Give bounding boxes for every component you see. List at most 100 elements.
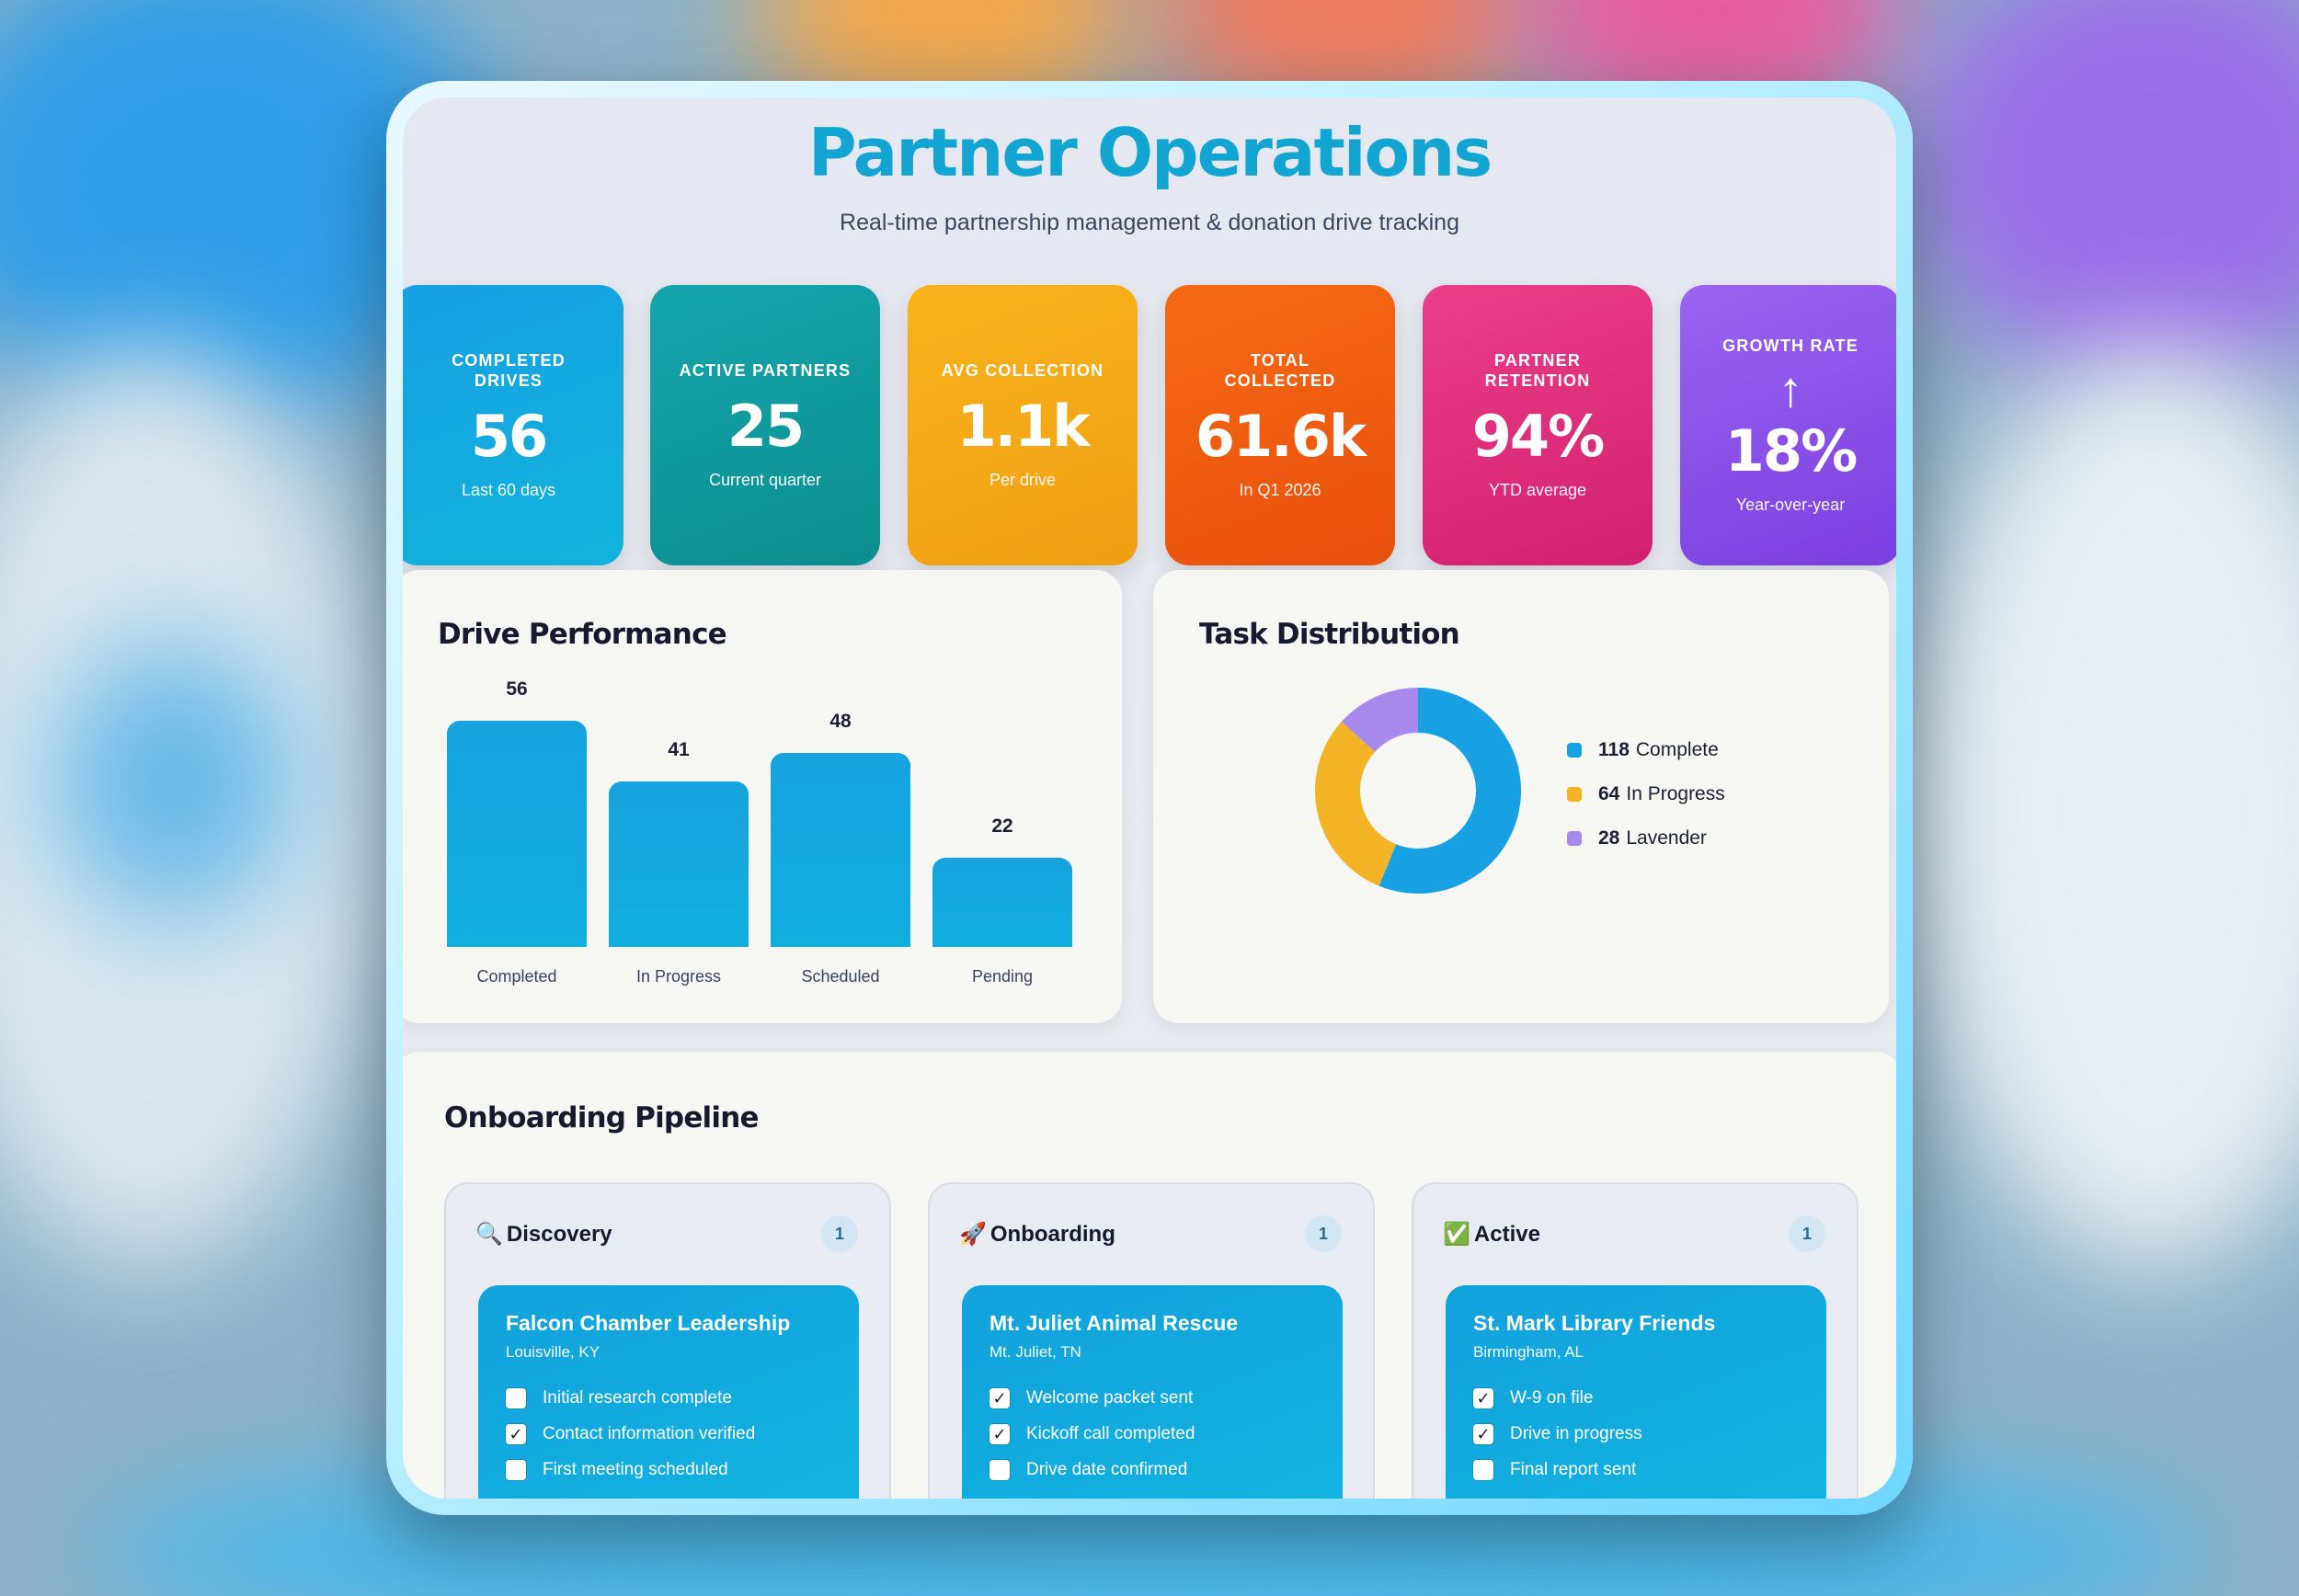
kpi-card-completed-drives[interactable]: COMPLETED DRIVES 56 Last 60 days bbox=[403, 285, 623, 565]
bar-category-label: Completed bbox=[476, 967, 557, 986]
kpi-sub: Last 60 days bbox=[461, 481, 556, 499]
legend-item-lavender: 28 Lavender bbox=[1567, 816, 1725, 861]
kpi-sub: In Q1 2026 bbox=[1239, 481, 1321, 499]
kpi-label: ACTIVE PARTNERS bbox=[679, 361, 852, 380]
column-header: 🔍 Discovery bbox=[475, 1221, 612, 1248]
column-header: ✅ Active bbox=[1443, 1221, 1540, 1248]
bar-value-label: 22 bbox=[991, 815, 1013, 838]
partner-card[interactable]: Mt. Juliet Animal Rescue Mt. Juliet, TN … bbox=[962, 1285, 1343, 1499]
donut-slice-complete bbox=[1378, 688, 1521, 894]
column-title: Active bbox=[1473, 1222, 1540, 1247]
column-title: Onboarding bbox=[989, 1222, 1115, 1247]
kpi-card-total-collected[interactable]: TOTAL COLLECTED 61.6k In Q1 2026 bbox=[1165, 285, 1395, 565]
legend-value: 64 bbox=[1598, 783, 1620, 804]
column-header: 🚀 Onboarding bbox=[959, 1221, 1115, 1248]
checklist-label: Drive in progress bbox=[1510, 1423, 1642, 1443]
kpi-label: COMPLETED DRIVES bbox=[452, 351, 566, 390]
onboarding-pipeline-panel: Onboarding Pipeline 🔍 Discovery 1 Falcon … bbox=[403, 1052, 1896, 1499]
legend-item-in-progress: 64 In Progress bbox=[1567, 772, 1725, 816]
checklist-label: Final report sent bbox=[1510, 1459, 1637, 1479]
bar-value-label: 56 bbox=[506, 678, 528, 700]
page-subtitle: Real-time partnership management & donat… bbox=[840, 210, 1459, 235]
partner-location: Mt. Juliet, TN bbox=[989, 1343, 1081, 1361]
bar-value-label: 48 bbox=[829, 711, 852, 733]
partner-card[interactable]: St. Mark Library Friends Birmingham, AL … bbox=[1446, 1285, 1826, 1499]
column-count-badge: 1 bbox=[1305, 1215, 1342, 1252]
checklist-label: Welcome packet sent bbox=[1026, 1387, 1194, 1408]
checkbox-checked[interactable]: ✓ bbox=[1473, 1387, 1493, 1408]
column-count-badge: 1 bbox=[1789, 1215, 1825, 1252]
legend-swatch bbox=[1567, 831, 1582, 846]
legend-item-complete: 118 Complete bbox=[1567, 728, 1725, 772]
bar-category-label: Scheduled bbox=[801, 967, 880, 986]
checklist-label: Kickoff call completed bbox=[1026, 1423, 1195, 1443]
bar-value-label: 41 bbox=[668, 738, 690, 760]
kpi-value: 18% bbox=[1724, 417, 1858, 484]
checkbox-checked[interactable]: ✓ bbox=[989, 1423, 1010, 1444]
kpi-card-partner-retention[interactable]: PARTNER RETENTION 94% YTD average bbox=[1423, 285, 1653, 565]
checklist-item[interactable]: ✓ Contact information verified bbox=[506, 1416, 831, 1452]
partner-card[interactable]: Falcon Chamber Leadership Louisville, KY… bbox=[478, 1285, 859, 1499]
bar-chart: 56 Completed 41 In Progress 48 Scheduled 22 Pen… bbox=[403, 570, 1122, 1023]
checklist-item[interactable]: Final report sent bbox=[1473, 1452, 1799, 1488]
bar-category-label: In Progress bbox=[635, 967, 722, 986]
column-count-badge: 1 bbox=[821, 1215, 858, 1252]
bar-scheduled bbox=[771, 753, 910, 947]
pipeline-column-discovery: 🔍 Discovery 1 Falcon Chamber Leadership L… bbox=[444, 1182, 891, 1499]
panel-title: Drive Performance bbox=[438, 618, 727, 651]
pipeline-column-active: ✅ Active 1 St. Mark Library Friends Birmi… bbox=[1412, 1182, 1859, 1499]
kpi-label: AVG COLLECTION bbox=[941, 361, 1104, 380]
checklist-label: First meeting scheduled bbox=[543, 1459, 728, 1479]
legend-swatch bbox=[1567, 743, 1582, 758]
checkbox[interactable] bbox=[506, 1387, 526, 1408]
kpi-value: 94% bbox=[1471, 403, 1605, 470]
kpi-sub: Per drive bbox=[989, 471, 1057, 489]
donut-chart bbox=[1315, 688, 1521, 894]
checkbox[interactable] bbox=[506, 1459, 526, 1480]
kpi-row: COMPLETED DRIVES 56 Last 60 days ACTIVE … bbox=[403, 285, 1896, 565]
checklist-item[interactable]: Drive date confirmed bbox=[989, 1452, 1315, 1488]
legend-value: 118 bbox=[1598, 739, 1630, 760]
checklist-item[interactable]: ✓ W-9 on file bbox=[1473, 1380, 1799, 1416]
kpi-label: PARTNER RETENTION bbox=[1484, 351, 1591, 390]
checklist-item[interactable]: ✓ Kickoff call completed bbox=[989, 1416, 1315, 1452]
kpi-value: 56 bbox=[470, 403, 548, 470]
donut-slice-lavender bbox=[1341, 688, 1418, 752]
panel-title: Onboarding Pipeline bbox=[444, 1101, 760, 1134]
kpi-value: 1.1k bbox=[956, 393, 1090, 460]
partner-name: St. Mark Library Friends bbox=[1473, 1311, 1716, 1335]
checklist-item[interactable]: First meeting scheduled bbox=[506, 1452, 831, 1488]
checkbox-checked[interactable]: ✓ bbox=[1473, 1423, 1493, 1444]
kpi-card-active-partners[interactable]: ACTIVE PARTNERS 25 Current quarter bbox=[650, 285, 880, 565]
kpi-value: 61.6k bbox=[1195, 403, 1367, 470]
legend-label: In Progress bbox=[1626, 783, 1725, 804]
kpi-card-avg-collection[interactable]: AVG COLLECTION 1.1k Per drive bbox=[908, 285, 1138, 565]
arrow-up-icon: ↑ bbox=[1778, 362, 1803, 417]
check-mark-icon: ✅ bbox=[1443, 1222, 1470, 1247]
kpi-card-growth-rate[interactable]: GROWTH RATE ↑ 18% Year-over-year bbox=[1680, 285, 1896, 565]
checkbox[interactable] bbox=[1473, 1459, 1493, 1480]
device-frame: Partner Operations Real-time partnership… bbox=[386, 81, 1913, 1515]
checkbox-checked[interactable]: ✓ bbox=[989, 1387, 1010, 1408]
rocket-icon: 🚀 bbox=[959, 1222, 987, 1247]
checkbox[interactable] bbox=[989, 1459, 1010, 1480]
legend-label: Complete bbox=[1635, 739, 1719, 760]
partner-location: Louisville, KY bbox=[506, 1343, 600, 1361]
partner-location: Birmingham, AL bbox=[1473, 1343, 1584, 1361]
panel-title: Task Distribution bbox=[1199, 618, 1460, 651]
kpi-value: 25 bbox=[726, 393, 805, 460]
magnifier-icon: 🔍 bbox=[475, 1222, 503, 1247]
dashboard-screen: Partner Operations Real-time partnership… bbox=[403, 97, 1896, 1499]
checklist-label: Drive date confirmed bbox=[1026, 1459, 1188, 1479]
pipeline-column-onboarding: 🚀 Onboarding 1 Mt. Juliet Animal Rescue M… bbox=[928, 1182, 1375, 1499]
kpi-label: TOTAL COLLECTED bbox=[1224, 351, 1336, 390]
legend-label: Lavender bbox=[1626, 827, 1707, 849]
task-distribution-panel: Task Distribution 118 Complete 64 In Pro… bbox=[1153, 570, 1889, 1023]
checklist-item[interactable]: Initial research complete bbox=[506, 1380, 831, 1416]
checklist-label: W-9 on file bbox=[1510, 1387, 1594, 1408]
checklist-item[interactable]: ✓ Drive in progress bbox=[1473, 1416, 1799, 1452]
checklist-label: Initial research complete bbox=[543, 1387, 732, 1408]
legend-value: 28 bbox=[1598, 827, 1620, 849]
checkbox-checked[interactable]: ✓ bbox=[506, 1423, 526, 1444]
checklist-item[interactable]: ✓ Welcome packet sent bbox=[989, 1380, 1315, 1416]
